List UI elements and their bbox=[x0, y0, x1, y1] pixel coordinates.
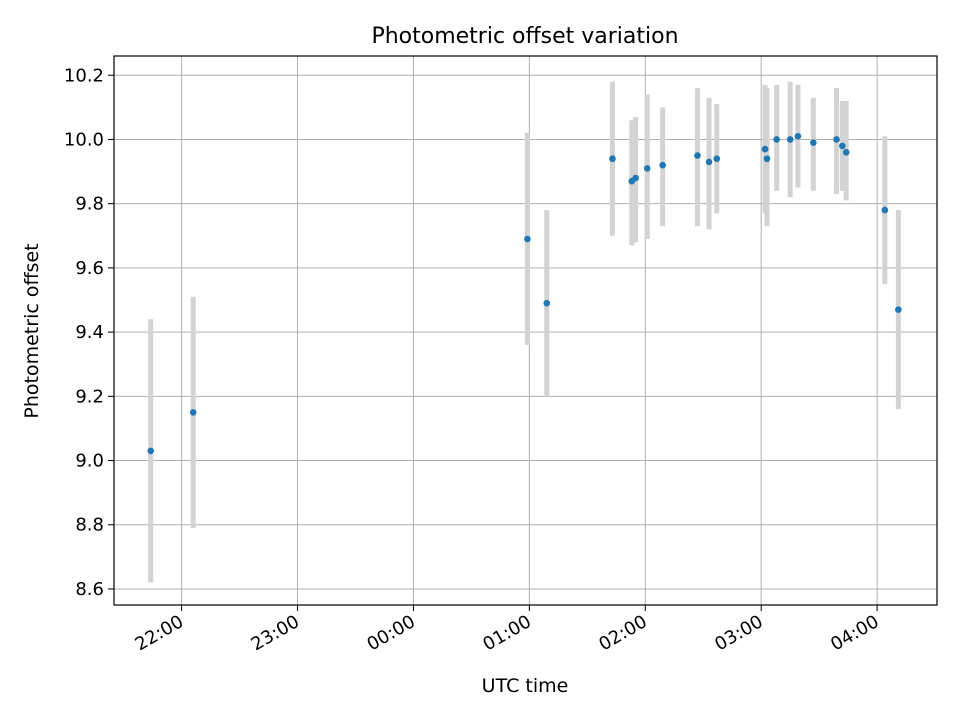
y-tick-label: 9.8 bbox=[75, 194, 104, 215]
data-point bbox=[609, 155, 616, 163]
y-axis-ticks: 8.6 8.8 9.0 9.2 9.4 9.6 9.8 10.0 10.2 bbox=[64, 65, 114, 600]
data-point bbox=[761, 145, 769, 153]
x-axis-label: UTC time bbox=[482, 675, 569, 697]
data-point bbox=[842, 149, 850, 156]
data-point bbox=[839, 142, 846, 150]
y-axis-label: Photometric offset bbox=[21, 243, 43, 418]
data-point bbox=[632, 174, 639, 182]
data-point bbox=[794, 132, 802, 140]
data-point bbox=[881, 206, 889, 214]
plot-frame bbox=[113, 55, 938, 606]
data-point bbox=[543, 299, 551, 307]
data-point bbox=[773, 136, 780, 143]
data-point bbox=[694, 152, 701, 159]
y-tick-label: 10.0 bbox=[64, 129, 104, 150]
data-point bbox=[833, 136, 840, 143]
y-tick-label: 10.2 bbox=[64, 65, 104, 86]
data-point bbox=[147, 447, 155, 455]
data-point bbox=[659, 161, 666, 169]
data-point bbox=[189, 409, 197, 416]
data-point bbox=[524, 235, 531, 243]
y-tick-label: 9.4 bbox=[75, 322, 104, 343]
y-tick-label: 9.2 bbox=[75, 386, 104, 407]
data-point bbox=[786, 136, 794, 143]
data-point bbox=[713, 155, 721, 163]
y-tick-label: 8.6 bbox=[75, 579, 104, 600]
data-point bbox=[895, 306, 902, 313]
data-point bbox=[643, 165, 651, 172]
y-tick-label: 8.8 bbox=[75, 515, 104, 536]
y-tick-label: 9.6 bbox=[75, 258, 104, 279]
data-point bbox=[810, 139, 817, 146]
chart-title: Photometric offset variation bbox=[371, 24, 678, 49]
y-tick-label: 9.0 bbox=[75, 451, 104, 472]
data-points bbox=[147, 132, 902, 455]
data-point bbox=[705, 158, 713, 166]
data-point bbox=[763, 155, 771, 163]
